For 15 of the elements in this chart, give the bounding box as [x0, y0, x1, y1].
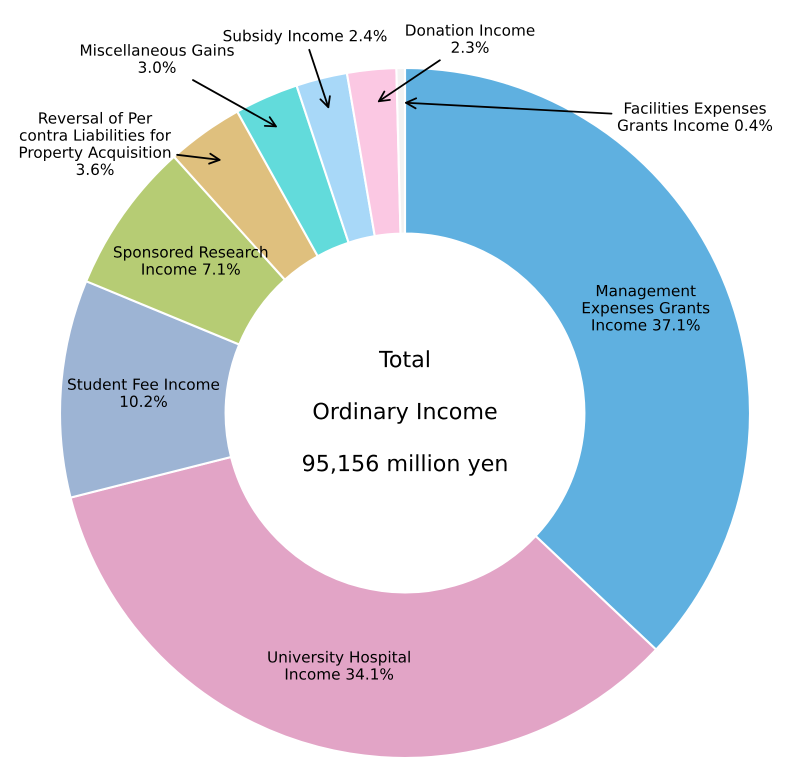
slice-label: Management Expenses Grants Income 37.1% — [582, 285, 710, 331]
slice-label: Donation Income — [406, 24, 534, 36]
slice-label: Miscellaneous Gains — [80, 44, 234, 56]
data-label: 2.3% — [452, 41, 489, 53]
text: 95,156 million yen — [302, 454, 507, 476]
text: Ordinary Income — [314, 402, 496, 424]
slice-label: Student Fee Income — [68, 378, 220, 390]
data-label: 3.6% — [76, 164, 114, 176]
slice-label: Facilities Expenses Grants Income 0.4% — [618, 102, 772, 131]
text: Total — [378, 350, 429, 368]
data-label: 10.2% — [120, 396, 167, 408]
slice-label: Subsidy Income 2.4% — [224, 30, 387, 44]
slice-label: Reversal of Per contra Liabilities for Property Acquisition — [20, 112, 171, 161]
slice-label: University Hospital Income 34.1% — [268, 650, 410, 680]
data-label: 3.0% — [138, 61, 176, 73]
